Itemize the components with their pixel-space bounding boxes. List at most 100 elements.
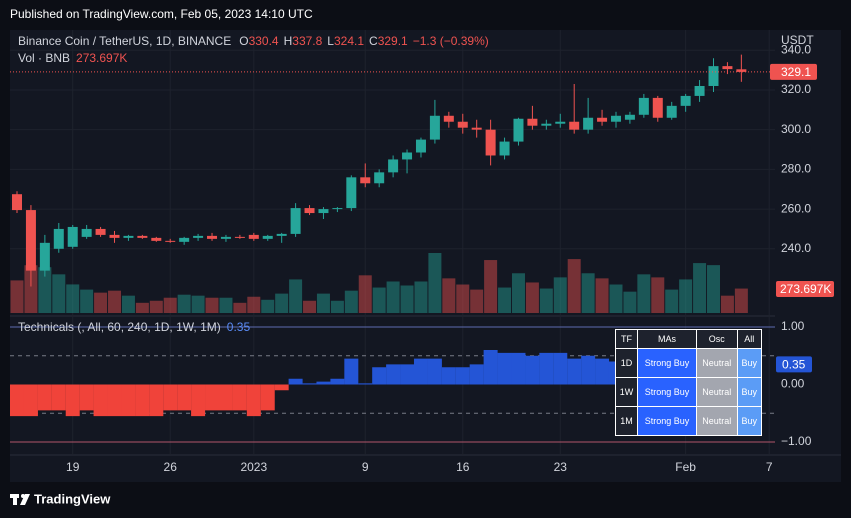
volume-name: Vol · BNB	[18, 51, 70, 65]
y-tick-label: 300.0	[781, 122, 811, 136]
candle-body	[388, 159, 399, 173]
technicals-table: TF MAs Osc All 1D Strong Buy Neutral Buy 1W Stron…	[614, 329, 763, 436]
x-tick-label: 2023	[240, 460, 267, 474]
candle-body	[304, 208, 315, 214]
legend: Binance Coin / TetherUS, 1D, BINANCE O330…	[18, 34, 489, 48]
volume-bar	[10, 280, 24, 313]
volume-bar	[94, 292, 108, 313]
volume-bar	[651, 277, 665, 313]
osc-bar	[386, 364, 401, 385]
y-tick-label: 280.0	[781, 162, 811, 176]
osc-bar	[553, 352, 568, 385]
osc-bar	[79, 384, 94, 411]
osc-bar	[135, 384, 150, 417]
volume-bar	[498, 287, 512, 313]
candle-body	[415, 139, 426, 153]
x-tick-label: 23	[554, 460, 568, 474]
x-tick-label: 16	[456, 460, 470, 474]
x-tick-label: Feb	[675, 460, 696, 474]
candle-body	[248, 234, 259, 239]
candle-body	[137, 235, 148, 238]
candle-body	[624, 114, 635, 120]
volume-bar	[303, 300, 317, 313]
last-price-tag	[770, 63, 817, 80]
legend-ohlc-letter: L	[327, 34, 334, 48]
volume-bar	[38, 267, 52, 313]
table-row: 1W Strong Buy Neutral Buy	[614, 377, 763, 407]
osc-bar	[191, 384, 206, 417]
osc-bar	[37, 384, 52, 411]
candle-body	[471, 127, 482, 130]
legend-ohlc-letter: O	[239, 34, 248, 48]
candle-body	[67, 226, 78, 247]
candle-body	[193, 235, 204, 238]
osc-title: Technicals (, All, 60, 240, 1D, 1W, 1M)	[18, 320, 221, 334]
volume-bar	[484, 260, 498, 313]
candle-body	[527, 118, 538, 126]
volume-bar	[707, 265, 720, 313]
osc-bar	[330, 378, 345, 385]
volume-tag-label: 273.697K	[780, 282, 831, 296]
candle-body	[638, 97, 649, 115]
osc-bar	[539, 352, 554, 385]
candle-body	[123, 235, 134, 238]
y-axis-label: USDT	[781, 33, 814, 47]
brand-logo	[10, 494, 30, 505]
volume-bar	[623, 291, 637, 313]
candle-body	[583, 117, 594, 130]
candle-body	[429, 115, 440, 140]
osc-tick-label: 0.00	[781, 377, 805, 391]
volume-bar	[637, 274, 651, 313]
osc-bar	[413, 358, 428, 385]
volume-bar	[553, 277, 567, 313]
table-cell: Strong Buy	[637, 348, 698, 378]
volume-bar	[330, 300, 344, 313]
osc-bar	[65, 384, 80, 417]
candle-body	[262, 235, 273, 239]
osc-bar	[441, 367, 456, 385]
osc-bar	[205, 384, 220, 411]
candle-body	[736, 69, 747, 72]
table-cell: 1W	[614, 377, 639, 407]
volume-bar	[205, 297, 219, 313]
table-cell: 1M	[614, 406, 639, 436]
candle-body	[610, 115, 621, 122]
osc-bar	[427, 358, 442, 385]
table-cell: All	[736, 329, 763, 349]
volume-bar	[386, 281, 400, 313]
brand-name: TradingView	[34, 491, 111, 506]
candle-body	[318, 209, 329, 214]
volume-bar	[470, 289, 484, 313]
osc-bar	[274, 384, 289, 391]
table-cell: 1D	[614, 348, 639, 378]
osc-bar	[497, 352, 512, 385]
volume-bar	[80, 289, 94, 313]
volume-bar	[24, 265, 38, 313]
candle-body	[165, 240, 176, 242]
volume-bar	[720, 295, 734, 313]
legend-ohlc-letter: H	[284, 34, 293, 48]
osc-value: 0.35	[227, 320, 251, 334]
volume-bar	[511, 273, 525, 313]
osc-bar	[302, 383, 317, 385]
table-cell: Buy	[736, 377, 763, 407]
volume-value: 273.697K	[76, 51, 127, 65]
volume-bar	[679, 279, 693, 313]
volume-bar	[414, 281, 428, 313]
osc-legend: Technicals (, All, 60, 240, 1D, 1W, 1M) 0…	[18, 320, 250, 334]
candle-body	[95, 228, 106, 235]
candle-body	[555, 121, 566, 124]
candle-body	[151, 237, 162, 241]
table-cell: TF	[614, 329, 639, 349]
y-tick-label: 340.0	[781, 42, 811, 56]
volume-bar	[539, 288, 553, 313]
volume-bar	[121, 295, 135, 313]
osc-bar	[455, 367, 470, 385]
candle-body	[485, 129, 496, 156]
candle-body	[12, 194, 22, 211]
x-tick-label: 19	[66, 460, 80, 474]
volume-bar	[289, 279, 303, 313]
legend-ohlc-value: 329.1	[378, 34, 408, 48]
